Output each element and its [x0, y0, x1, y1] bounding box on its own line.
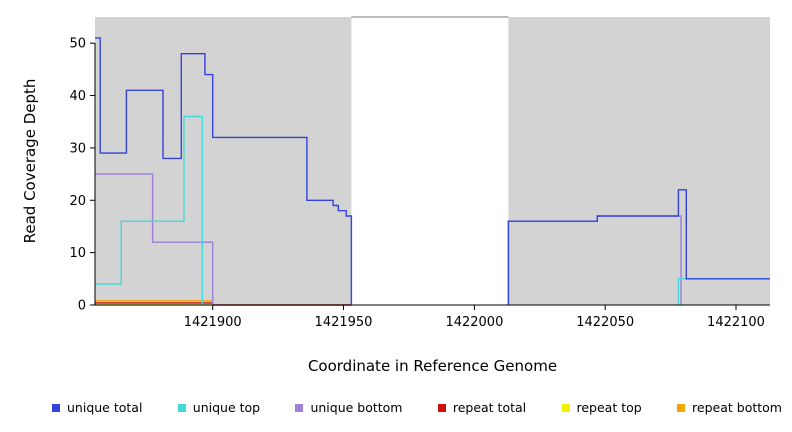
y-tick-label: 20 — [69, 194, 86, 209]
legend-swatch-icon — [561, 403, 570, 412]
legend-swatch-icon — [177, 403, 186, 412]
x-tick-label: 1422000 — [445, 315, 503, 330]
legend-label: unique total — [67, 400, 143, 415]
x-tick-label: 1421950 — [315, 315, 373, 330]
x-tick-label: 1421900 — [184, 315, 242, 330]
legend-item-unique-top: unique top — [177, 400, 261, 415]
y-tick-label: 0 — [78, 299, 86, 314]
legend-label: repeat top — [576, 400, 642, 415]
masked-region — [95, 17, 352, 305]
y-tick-label: 30 — [69, 141, 86, 156]
x-tick-label: 1422050 — [576, 315, 634, 330]
legend-swatch-icon — [677, 403, 686, 412]
legend-label: repeat bottom — [692, 400, 782, 415]
legend-item-repeat-top: repeat top — [561, 400, 642, 415]
x-tick-label: 1422100 — [707, 315, 765, 330]
series-line-unique-top — [95, 115, 203, 305]
x-axis-title: Coordinate in Reference Genome — [307, 357, 558, 375]
legend-swatch-icon — [295, 403, 304, 412]
legend-label: unique top — [192, 400, 261, 415]
y-axis-title: Read Coverage Depth — [21, 78, 39, 244]
legend-label: unique bottom — [310, 400, 403, 415]
legend-item-repeat-bottom: repeat bottom — [677, 400, 782, 415]
legend-item-unique-bottom: unique bottom — [295, 400, 403, 415]
series-line-unique-total — [507, 189, 770, 305]
legend-item-repeat-total: repeat total — [437, 400, 527, 415]
series-line-unique-total — [95, 37, 353, 305]
legend: unique total unique top unique bottom repea… — [52, 400, 782, 415]
legend-label: repeat total — [452, 400, 527, 415]
legend-swatch-icon — [437, 403, 446, 412]
y-tick-label: 50 — [69, 37, 86, 52]
masked-region — [508, 17, 770, 305]
y-tick-label: 40 — [69, 89, 86, 104]
series-line-unique-bottom — [95, 173, 214, 305]
y-tick-label: 10 — [69, 246, 86, 261]
legend-swatch-icon — [52, 403, 60, 412]
legend-item-unique-total: unique total — [52, 400, 142, 415]
